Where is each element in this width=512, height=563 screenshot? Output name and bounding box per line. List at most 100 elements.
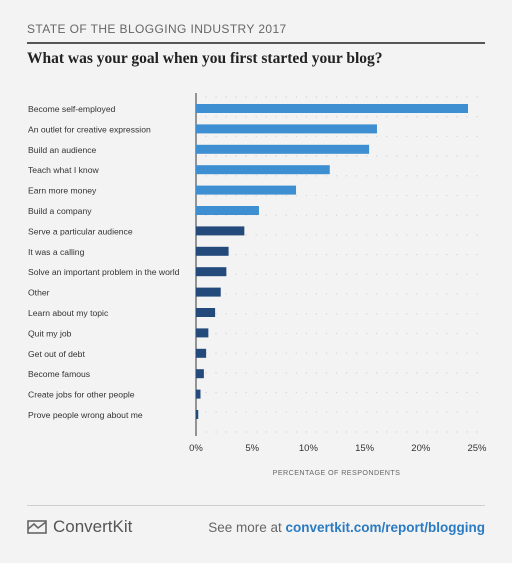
bar [196,246,229,256]
grid-dot [295,253,298,256]
grid-dot [325,352,328,354]
convertkit-logo[interactable]: ConvertKit [27,517,132,537]
grid-dot [466,372,468,374]
grid-dot [305,116,308,118]
grid-dot [476,155,478,157]
grid-dot [245,234,247,236]
grid-dot [285,214,288,216]
grid-dot [285,332,288,335]
grid-dot [345,411,348,413]
grid-dot [335,313,338,315]
grid-dot [385,372,388,374]
grid-dot [275,313,277,315]
grid-dot [396,332,398,335]
grid-dot [375,155,378,157]
grid-dot [375,411,378,413]
grid-dot [456,431,458,433]
grid-dot [345,273,348,276]
grid-dot [205,155,207,157]
report-header-label: STATE OF THE BLOGGING INDUSTRY 2017 [27,22,287,36]
grid-dot [466,293,468,295]
grid-dot [285,411,288,413]
grid-dot [355,352,358,354]
grid-dot [215,194,217,197]
grid-dot [255,313,257,315]
grid-dot [295,214,298,216]
grid-dot [446,175,448,177]
grid-dot [225,431,227,433]
grid-dot [446,372,448,374]
grid-dot [285,293,288,295]
grid-dot [265,214,267,216]
grid-dot [385,313,388,315]
grid-dot [385,411,388,413]
grid-dot [325,194,328,197]
grid-dot [255,116,257,118]
grid-dot [345,372,348,374]
grid-dot [476,116,478,118]
grid-dot [426,214,428,216]
grid-dot [255,431,257,433]
grid-dot [466,431,468,433]
grid-dot [245,431,247,433]
grid-dot [345,313,348,315]
grid-dot [205,116,207,118]
grid-dot [235,175,237,177]
report-link[interactable]: convertkit.com/report/blogging [285,520,485,535]
grid-dot [466,214,468,216]
grid-dot [285,175,288,177]
grid-dot [476,332,478,335]
grid-dot [235,352,237,354]
grid-dot [436,332,438,335]
grid-dot [436,175,438,177]
grid-dot [446,155,448,157]
grid-dot [325,214,328,216]
grid-dot [225,411,227,413]
bar [196,165,330,175]
grid-dot [235,372,237,374]
grid-dot [375,313,378,315]
grid-dot [406,332,408,335]
grid-dot [396,293,398,295]
grid-dot [456,234,458,236]
grid-dot [396,175,398,177]
grid-dot [436,194,438,197]
grid-dot [265,96,267,98]
grid-dot [325,313,328,315]
grid-dot [335,214,338,216]
grid-dot [426,293,428,295]
grid-dot [396,431,398,433]
grid-dot [335,391,338,394]
grid-dot [325,372,328,374]
see-more-prefix: See more at [208,520,286,535]
grid-dot [406,135,408,138]
grid-dot [315,431,318,433]
grid-dot [416,293,418,295]
grid-dot [295,234,298,236]
grid-dot [205,411,207,413]
grid-dot [285,194,288,197]
grid-dot [255,253,257,256]
grid-dot [305,332,308,335]
category-label: Become self-employed [28,104,116,114]
grid-dot [335,155,338,157]
category-label: Build a company [28,206,92,216]
grid-dot [355,214,358,216]
grid-dot [215,372,217,374]
grid-dot [355,273,358,276]
grid-dot [355,332,358,335]
category-label: Create jobs for other people [28,390,135,400]
x-tick-label: 25% [467,443,487,454]
grid-dot [295,313,298,315]
grid-dot [436,135,438,138]
x-tick-label: 20% [411,443,431,454]
grid-dot [416,116,418,118]
grid-dot [355,431,358,433]
grid-dot [245,372,247,374]
grid-dot [245,293,247,295]
grid-dot [476,253,478,256]
bar-chart: Become self-employed An outlet for creati… [28,93,487,477]
category-label: Serve a particular audience [28,226,133,236]
grid-dot [375,116,378,118]
grid-dot [345,352,348,354]
